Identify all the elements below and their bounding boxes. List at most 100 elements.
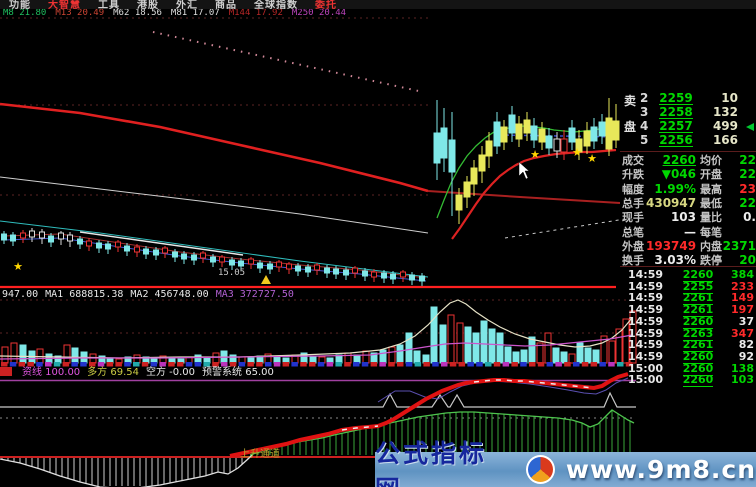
trend-ribbon-block (458, 362, 466, 367)
menu-item-5[interactable]: 商品 (215, 0, 237, 9)
info-row-7: 换手 3.03% 跌停 20 (620, 254, 756, 267)
candlestick (333, 268, 339, 275)
warning-system-label: 资线 100.00 多方 69.54 空方 -0.00 预警系统 65.00 (22, 368, 281, 378)
tick-row-4[interactable]: 37 14:59 2260 (620, 315, 756, 329)
sell-row-5[interactable]: 166 5 2256 (620, 134, 756, 147)
tick-row-3[interactable]: 197 14:59 2261 (620, 303, 756, 318)
volume-bar (353, 354, 361, 364)
candlestick (493, 121, 501, 147)
sell-row-3[interactable]: 132 3 2258 (620, 106, 756, 119)
sell-price: 2256 (659, 133, 693, 147)
trend-ribbon-block (203, 362, 210, 367)
sell-row-4[interactable]: 499 4 2257 (620, 120, 756, 133)
trend-ribbon-block (599, 362, 606, 367)
trend-ribbon-block (71, 362, 78, 367)
trend-ribbon-block (502, 362, 510, 367)
menu-item-2[interactable]: 工具 (98, 0, 120, 9)
candlestick (433, 132, 441, 164)
price-tag-label: 15.05 (218, 268, 246, 278)
tick-row-6[interactable]: 82 14:59 2261 (620, 338, 756, 353)
info-value: 1.99% (654, 182, 696, 196)
sell-qty: 132 (712, 105, 738, 119)
tick-row-5[interactable]: 347 14:59 2263 (620, 327, 756, 341)
trend-ribbon-block (247, 362, 254, 367)
mouse-cursor (518, 161, 530, 180)
trend-ribbon-block (300, 362, 307, 367)
volume-bar (568, 353, 576, 364)
candlestick (267, 263, 273, 270)
menu-item-7[interactable]: 委托 (315, 0, 337, 9)
info-label: 外盘 (622, 239, 644, 253)
menu-item-4[interactable]: 外汇 (176, 0, 198, 9)
tick-row-9[interactable]: 103 15:00 2260 (620, 374, 756, 388)
tick-row-7[interactable]: 92 14:59 2260 (620, 350, 756, 364)
info-row-0: 成交 2260 均价 22 (620, 154, 756, 167)
volume-bar (133, 354, 141, 364)
tick-row-8[interactable]: 138 15:00 2260 (620, 362, 756, 376)
sell-qty: 499 (712, 119, 738, 133)
volume-bar (584, 347, 592, 364)
candlestick (560, 138, 568, 153)
volume-ma3-line (0, 334, 633, 360)
trend-ribbon-block (80, 362, 87, 367)
volume-bar (264, 353, 272, 364)
tick-row-1[interactable]: 233 14:59 2255 (620, 280, 756, 294)
volume-bar (592, 349, 600, 364)
trend-ribbon-block (291, 362, 298, 367)
trend-ribbon-block (397, 362, 404, 367)
trend-ribbon-block (423, 362, 430, 367)
menu-bar: 功能 大智慧 工具 港股 外汇 商品 全球指数 委托 (0, 0, 756, 9)
candlestick (605, 117, 613, 150)
volume-bar (496, 332, 504, 364)
trend-ribbon-block (581, 362, 589, 367)
sell-qty: 166 (712, 133, 738, 147)
menu-item-0[interactable]: 功能 (9, 0, 31, 9)
volume-bar (608, 340, 616, 364)
volume-bar (98, 355, 106, 364)
star-signal-icon: ★ (13, 260, 23, 273)
trend-ribbon-block (335, 362, 342, 367)
info-row-6: 外盘 193749 内盘 2371 (620, 240, 756, 253)
tick-time: 14:59 (628, 338, 664, 352)
star-signal-icon: ★ (587, 152, 597, 165)
candlestick (478, 154, 486, 172)
candlestick (455, 194, 463, 211)
trend-ribbon-block (449, 362, 457, 367)
volume-bar (472, 332, 480, 364)
info-value: 22 (739, 168, 756, 182)
volume-ma1-line (0, 299, 633, 359)
candlestick (96, 242, 102, 249)
volume-bar (512, 351, 520, 364)
tick-row-0[interactable]: 384 14:59 2260 (620, 268, 756, 282)
info-value: 0. (743, 211, 756, 225)
candlestick (210, 256, 216, 263)
ma-value-1: M13 20.49 (55, 9, 105, 18)
warning-red-ladder-line (229, 372, 629, 458)
candlestick (153, 249, 159, 256)
candlestick (343, 269, 349, 276)
volume-bar (63, 344, 71, 364)
trend-ribbon-block (309, 362, 316, 367)
ma-value-4: M144 17.92 (228, 9, 283, 18)
tick-row-2[interactable]: 149 14:59 2261 (620, 292, 756, 306)
star-signal-icon: ★ (530, 148, 540, 161)
tick-qty: 197 (731, 303, 754, 317)
volume-bar (379, 349, 387, 364)
volume-bar (576, 342, 584, 364)
ma-value-3: M81 17.07 (170, 9, 220, 18)
trend-ribbon-block (256, 362, 263, 367)
trend-ribbon-block (221, 362, 228, 367)
menu-item-3[interactable]: 港股 (137, 0, 159, 9)
info-label: 内盘 (700, 239, 722, 253)
volume-bar (504, 346, 512, 364)
trend-ribbon-block (177, 362, 184, 367)
menu-item-6[interactable]: 全球指数 (254, 0, 298, 9)
tick-price: 2260 (682, 268, 714, 282)
sell-row-2[interactable]: 10 2 2259 (620, 92, 756, 105)
menu-item-1[interactable]: 大智慧 (48, 0, 81, 9)
trend-ribbon-block (9, 362, 17, 367)
label-segment: MA2 456748.00 (130, 289, 209, 300)
watermark-url[interactable]: www.9m8.cn (565, 455, 756, 484)
candlestick (545, 135, 553, 149)
